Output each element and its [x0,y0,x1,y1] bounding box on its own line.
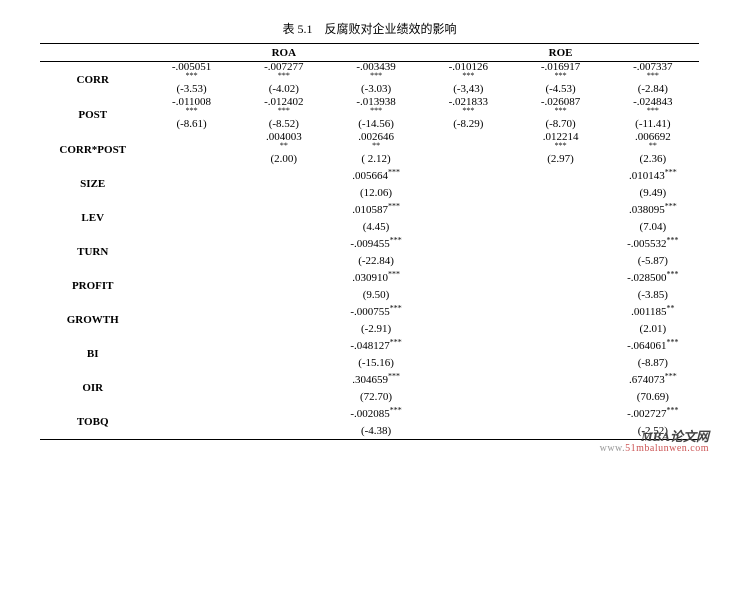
cell: (12.06) [330,184,422,201]
cell: (-11.41) [607,115,699,132]
cell: (72.70) [330,388,422,405]
label-corr: CORR [40,62,145,98]
cell: .010143*** [607,167,699,184]
cell: -.064061*** [607,337,699,354]
header-roe: ROE [422,44,699,62]
cell: (4.45) [330,218,422,235]
cell: -.024843*** [607,97,699,115]
cell: -.005532*** [607,235,699,252]
cell: (-8.87) [607,354,699,371]
cell: -.003439*** [330,62,422,81]
cell: (-3.03) [330,80,422,97]
cell: (-8.61) [145,115,237,132]
cell: (-8.52) [238,115,330,132]
cell: .674073*** [607,371,699,388]
cell: (-14.56) [330,115,422,132]
label-oir: OIR [40,371,145,405]
cell: .001185** [607,303,699,320]
cell: (70.69) [607,388,699,405]
cell: (-8.70) [514,115,606,132]
watermark-url: www.51mbalunwen.com [600,443,709,455]
cell: -.002085*** [330,405,422,422]
cell: -.005051*** [145,62,237,81]
cell: -.016917*** [514,62,606,81]
watermark: MBA论文网 www.51mbalunwen.com [600,431,709,455]
header-roa: ROA [145,44,422,62]
label-corrpost: CORR*POST [40,132,145,167]
cell: (-4.53) [514,80,606,97]
cell: -.021833*** [422,97,514,115]
watermark-title: MBA论文网 [600,431,709,443]
cell: (7.04) [607,218,699,235]
cell: .030910*** [330,269,422,286]
cell: .002646** [330,132,422,150]
cell: (2.00) [238,150,330,167]
cell: -.007277*** [238,62,330,81]
cell: -.026087*** [514,97,606,115]
table-title: 表 5.1 反腐败对企业绩效的影响 [40,20,699,37]
cell: (-3.53) [145,80,237,97]
cell: .005664*** [330,167,422,184]
cell: -.009455*** [330,235,422,252]
cell: -.010126*** [422,62,514,81]
label-turn: TURN [40,235,145,269]
label-bi: BI [40,337,145,371]
cell: (-2.84) [607,80,699,97]
label-tobq: TOBQ [40,405,145,440]
cell: (-2.91) [330,320,422,337]
cell: (-22.84) [330,252,422,269]
cell: .004003** [238,132,330,150]
cell: .010587*** [330,201,422,218]
label-size: SIZE [40,167,145,201]
cell: (-5.87) [607,252,699,269]
label-profit: PROFIT [40,269,145,303]
cell: -.007337*** [607,62,699,81]
cell: (-4.38) [330,422,422,440]
cell: .038095*** [607,201,699,218]
cell: (2.97) [514,150,606,167]
cell: .012214*** [514,132,606,150]
cell: (-3,43) [422,80,514,97]
cell: -.012402*** [238,97,330,115]
cell: .304659*** [330,371,422,388]
regression-table: ROA ROE CORR -.005051*** -.007277*** -.0… [40,43,699,440]
cell: -.000755*** [330,303,422,320]
cell: -.048127*** [330,337,422,354]
cell: (-8.29) [422,115,514,132]
cell: (2.01) [607,320,699,337]
label-growth: GROWTH [40,303,145,337]
cell: -.011008*** [145,97,237,115]
cell: ( 2.12) [330,150,422,167]
cell: -.028500*** [607,269,699,286]
cell: (2.36) [607,150,699,167]
label-post: POST [40,97,145,132]
cell: -.013938*** [330,97,422,115]
label-lev: LEV [40,201,145,235]
cell: (-3.85) [607,286,699,303]
cell: -.002727*** [607,405,699,422]
cell: .006692** [607,132,699,150]
cell: (9.50) [330,286,422,303]
cell: (-15.16) [330,354,422,371]
cell: (9.49) [607,184,699,201]
cell: (-4.02) [238,80,330,97]
